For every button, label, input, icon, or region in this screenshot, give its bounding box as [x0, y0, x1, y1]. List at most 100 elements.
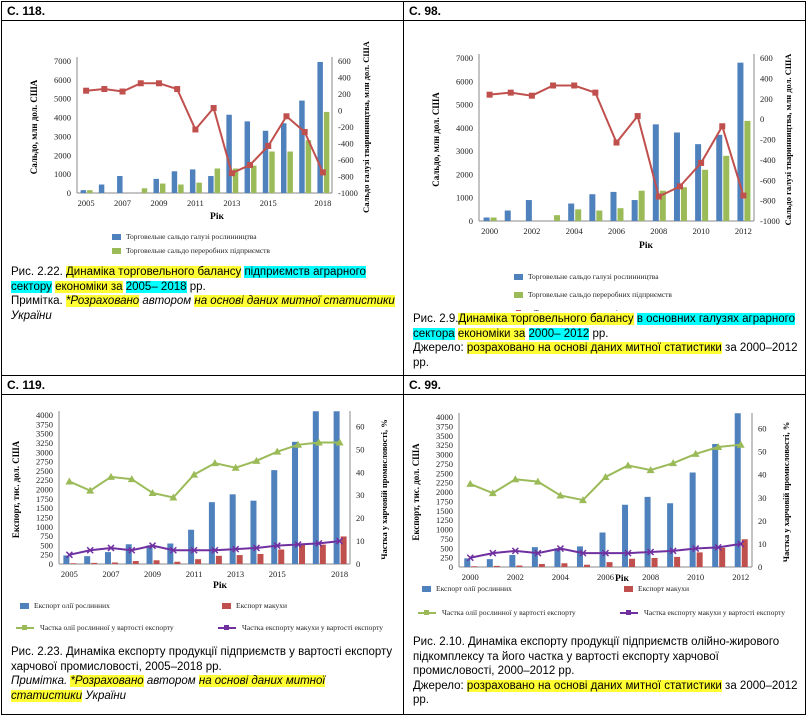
bar-2008: [644, 496, 651, 567]
line-marker: [273, 542, 281, 550]
y2-tick-label: 200: [338, 89, 351, 99]
legend-label: Торговельне сальдо галузі тваринництва: [534, 308, 664, 311]
y2-tick-label: 10: [758, 539, 767, 549]
legend-label: Торговельне сальдо переробних підприємст…: [528, 290, 672, 299]
bar-2007: [111, 562, 118, 564]
bar-2004: [561, 563, 568, 567]
legend-label: Експорт макухи: [638, 584, 689, 593]
bar-2004: [575, 209, 582, 221]
bar-2003: [538, 564, 545, 567]
y-tick-label: 2000: [436, 487, 453, 497]
line-marker: [719, 123, 726, 130]
y-tick-label: 0: [49, 559, 53, 569]
line-marker: [83, 87, 90, 94]
legend-swatch: [20, 603, 29, 609]
y2-tick-label: 50: [758, 447, 767, 457]
y2-tick-label: 0: [338, 106, 342, 116]
bar-2007: [631, 200, 638, 221]
x-tick-label: 2005: [61, 569, 78, 579]
legend-swatch: [422, 586, 431, 592]
x-tick-label: 2005: [78, 198, 95, 208]
y2-tick-label: 10: [356, 536, 365, 546]
cell-header: С. 119.: [1, 375, 404, 395]
line-marker: [592, 89, 599, 96]
x-axis-label: Рік: [615, 573, 629, 584]
y2-tick-label: 400: [760, 73, 773, 83]
line-marker: [128, 546, 136, 554]
line-marker: [169, 493, 178, 501]
y-tick-label: 2250: [36, 475, 53, 485]
y-axis-label: Сальдо, млн дол. США: [29, 79, 39, 174]
line-marker: [190, 546, 198, 554]
bar-2013: [236, 555, 243, 564]
line-marker: [511, 475, 520, 483]
bar-2012: [737, 62, 744, 222]
bar-2011: [723, 155, 730, 221]
x-tick-label: 2007: [114, 198, 131, 208]
bar-2016: [292, 441, 299, 564]
line-marker: [647, 548, 655, 556]
y2-tick-label: 20: [356, 513, 365, 523]
y2-tick-label: -200: [760, 135, 776, 145]
x-tick-label: 2015: [269, 569, 286, 579]
y-tick-label: 1000: [436, 525, 453, 535]
y-tick-label: 250: [40, 550, 53, 560]
bar-2018: [317, 61, 323, 193]
bar-2006: [84, 556, 91, 564]
bar-2006: [599, 532, 606, 567]
line-marker: [210, 459, 219, 467]
line-marker: [252, 456, 261, 464]
bar-2007: [638, 190, 645, 221]
x-tick-label: 2015: [260, 198, 277, 208]
y-tick-label: 0: [469, 216, 473, 226]
legend-label: Частка експорту макухи у вартості експор…: [644, 608, 785, 617]
line-marker: [137, 80, 144, 87]
line-marker: [624, 549, 632, 557]
bar-2004: [554, 548, 561, 567]
y-tick-label: 1250: [436, 515, 453, 525]
bar-2011: [189, 169, 196, 193]
bar-2008: [141, 188, 148, 193]
y-tick-label: 750: [440, 534, 453, 544]
x-tick-label: 2008: [650, 226, 667, 236]
x-tick-label: 2009: [144, 569, 161, 579]
bar-2006: [610, 191, 617, 221]
bar-2010: [174, 561, 181, 564]
line-marker: [65, 477, 74, 485]
y2-tick-label: 0: [356, 559, 360, 569]
bar-2002: [525, 200, 532, 221]
figure-cell: 0 1000 2000 3000 4000 5000 6000 7000 600 400 200 0-…: [1, 20, 404, 376]
line-marker: [714, 443, 723, 450]
y2-tick-label: -400: [760, 155, 776, 165]
y-tick-label: 5000: [54, 94, 71, 104]
bar-2007: [117, 176, 123, 193]
legend-label: Частка експорту макухи у вартості експор…: [242, 623, 383, 632]
y-tick-label: 1500: [436, 506, 453, 516]
bar-2007: [622, 504, 629, 567]
bar-2008: [651, 558, 658, 567]
x-tick-label: 2013: [227, 569, 244, 579]
bar-2008: [132, 561, 139, 564]
bar-2007: [629, 558, 636, 567]
line-marker: [676, 183, 683, 190]
bar-2005: [596, 210, 603, 221]
line-marker: [613, 139, 620, 146]
bar-2012: [744, 120, 751, 221]
bar-2006: [606, 562, 613, 567]
bar-2009: [159, 183, 166, 193]
line-marker: [301, 128, 308, 135]
line-marker: [101, 86, 108, 93]
bar-2015: [271, 470, 278, 564]
y-tick-label: 1750: [436, 496, 453, 506]
bar-2006: [617, 208, 624, 221]
y2-tick-label: 30: [758, 493, 767, 503]
bar-2001: [493, 565, 500, 567]
bar-2011: [712, 444, 719, 567]
y-tick-label: 3000: [456, 146, 473, 156]
bar-2006: [91, 562, 98, 564]
y-tick-label: 3750: [36, 419, 53, 429]
line-marker: [528, 92, 535, 99]
figure-caption: Рис. 2.9.Динаміка торговельного балансу …: [413, 313, 798, 369]
cell-header: С. 99.: [403, 375, 806, 395]
figure-caption: Рис. 2.10. Динаміка експорту продукції п…: [413, 636, 798, 706]
